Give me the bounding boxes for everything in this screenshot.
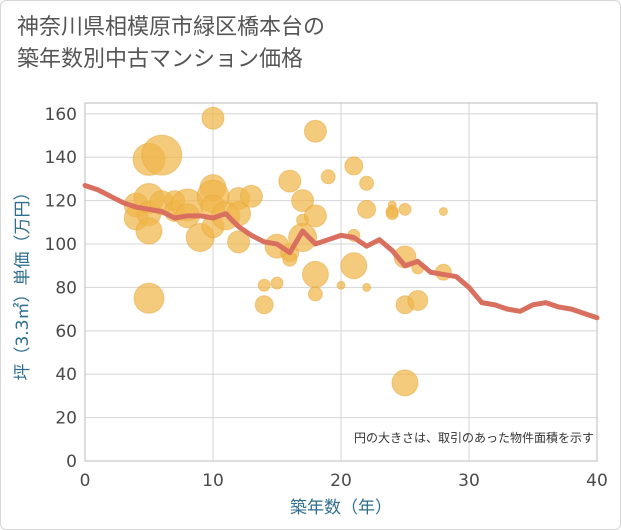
data-bubble — [340, 252, 368, 280]
y-tick-label: 0 — [66, 452, 77, 472]
x-tick-label: 0 — [80, 471, 91, 491]
y-axis-label: 坪（3.3㎡）単価（万円） — [13, 183, 33, 380]
plot-area-border — [84, 102, 598, 462]
data-bubble — [407, 289, 429, 311]
y-tick-label: 140 — [45, 148, 77, 168]
y-tick-label: 20 — [55, 409, 77, 429]
data-bubble — [398, 202, 412, 216]
x-tick-label: 30 — [458, 471, 480, 491]
y-tick-label: 80 — [55, 278, 77, 298]
chart-title-line-1: 神奈川県相模原市緑区橋本台の — [17, 15, 326, 40]
data-bubble — [291, 189, 315, 213]
data-bubble — [391, 369, 419, 397]
data-bubble — [307, 286, 323, 302]
chart-title-line-2: 築年数別中古マンション価格 — [17, 47, 304, 72]
data-bubble — [254, 295, 274, 315]
y-tick-label: 60 — [55, 322, 77, 342]
data-bubble — [257, 278, 271, 292]
x-tick-label: 20 — [330, 471, 352, 491]
data-bubble — [336, 280, 346, 290]
bubble-size-note: 円の大きさは、取引のあった物件面積を示す — [354, 430, 594, 445]
data-bubble — [239, 184, 263, 208]
data-bubble — [303, 204, 327, 228]
data-bubble — [227, 230, 251, 254]
data-bubble — [385, 207, 399, 221]
x-axis-ticks: 0 10 20 30 40 — [80, 471, 608, 491]
data-bubble — [278, 169, 302, 193]
data-bubble — [344, 156, 364, 176]
x-tick-label: 40 — [586, 471, 608, 491]
data-bubble — [357, 199, 377, 219]
data-bubble — [303, 119, 327, 143]
x-tick-label: 10 — [202, 471, 224, 491]
x-axis-label: 築年数（年） — [290, 498, 392, 518]
y-tick-label: 160 — [45, 105, 77, 125]
y-tick-label: 40 — [55, 365, 77, 385]
data-bubble — [301, 260, 329, 288]
data-bubble — [270, 276, 284, 290]
y-tick-label: 100 — [45, 235, 77, 255]
data-bubble — [359, 175, 375, 191]
bubble-layer — [123, 106, 452, 397]
data-bubble — [438, 206, 448, 216]
average-price-line — [82, 182, 600, 321]
data-bubble — [133, 282, 165, 314]
data-bubble — [201, 106, 225, 130]
data-bubble — [320, 169, 336, 185]
chart-title: 神奈川県相模原市緑区橋本台の 築年数別中古マンション価格 — [17, 12, 325, 76]
y-tick-label: 120 — [45, 192, 77, 212]
data-bubble — [135, 217, 163, 245]
data-bubble — [141, 134, 183, 176]
data-bubble — [362, 282, 372, 292]
y-axis-ticks: 0 20 40 60 80 100 120 140 160 — [45, 105, 77, 472]
